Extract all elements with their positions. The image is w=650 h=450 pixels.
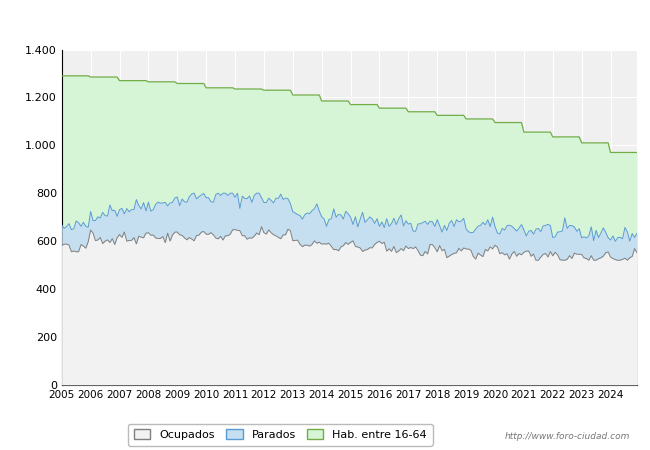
- Text: Piedrahita - Evolucion de la poblacion en edad de Trabajar Noviembre de 2024: Piedrahita - Evolucion de la poblacion e…: [54, 16, 596, 29]
- Legend: Ocupados, Parados, Hab. entre 16-64: Ocupados, Parados, Hab. entre 16-64: [128, 424, 432, 446]
- Text: http://www.foro-ciudad.com: http://www.foro-ciudad.com: [505, 432, 630, 441]
